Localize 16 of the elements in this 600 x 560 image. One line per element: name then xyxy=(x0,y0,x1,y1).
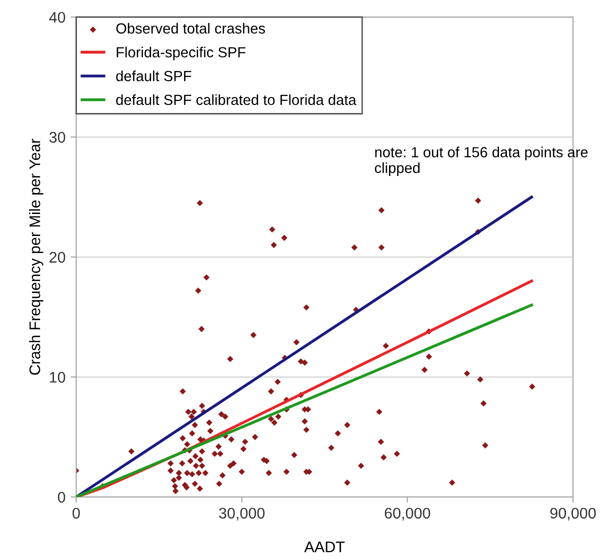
annotation: note: 1 out of 156 data points are clipped xyxy=(374,146,588,176)
y-axis-title: Crash Frequency per Mile per Year xyxy=(28,138,44,375)
x-tick-label: 90,000 xyxy=(550,508,596,520)
legend-label: default SPF calibrated to Florida data xyxy=(116,94,356,106)
y-tick-label: 0 xyxy=(58,492,66,503)
y-tick-label: 10 xyxy=(50,372,66,383)
y-tick-label: 40 xyxy=(49,12,66,23)
legend-label: Florida-specific SPF xyxy=(116,46,246,60)
legend-label: default SPF xyxy=(116,70,192,82)
x-tick-label: 60,000 xyxy=(384,508,430,520)
legend-label: Observed total crashes xyxy=(116,22,266,34)
x-tick-label: 30,000 xyxy=(219,508,265,520)
y-tick-label: 20 xyxy=(50,252,66,263)
x-tick-label: 0 xyxy=(72,508,80,519)
y-tick-label: 30 xyxy=(49,132,66,143)
x-axis-title: AADT xyxy=(304,542,345,552)
